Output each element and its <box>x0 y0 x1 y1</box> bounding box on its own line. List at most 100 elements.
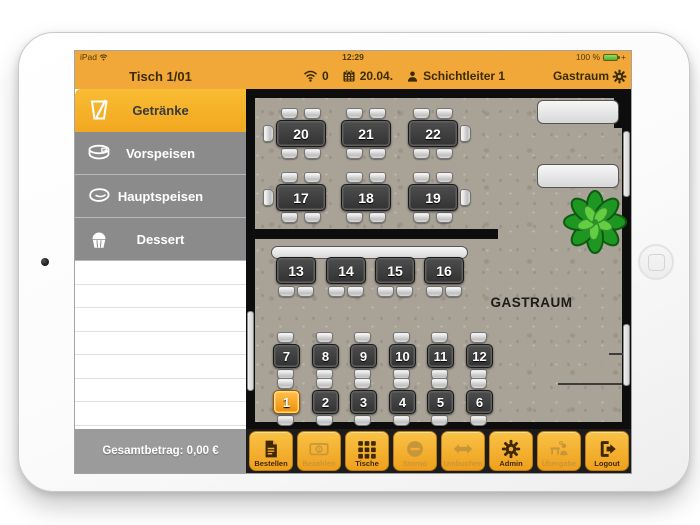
chair-icon <box>316 415 333 426</box>
bezahlen-button[interactable]: 1 Bezahlen <box>297 431 341 471</box>
battery-icon <box>603 53 621 61</box>
user-icon <box>407 71 418 82</box>
total-amount-bar: Gesamtbetrag: 0,00 € <box>75 429 246 473</box>
table-group[interactable]: 1 <box>273 378 300 426</box>
table-11[interactable]: 11 <box>427 344 454 368</box>
user-display[interactable]: Schichtleiter 1 <box>406 69 505 83</box>
wall-left <box>246 89 255 429</box>
sidebar-item-hauptspeisen[interactable]: Hauptspeisen <box>75 175 246 218</box>
table-group[interactable]: 3 <box>350 378 377 426</box>
table-group[interactable]: 6 <box>466 378 493 426</box>
table-group[interactable]: 19 <box>408 172 471 223</box>
sidebar-item-label: Vorspeisen <box>125 145 196 161</box>
table-10[interactable]: 10 <box>389 344 416 368</box>
admin-button[interactable]: Admin <box>489 431 533 471</box>
carrier-label: iPad <box>80 52 98 62</box>
chair-icon <box>413 148 430 159</box>
sidebar-item-dessert[interactable]: Dessert <box>75 218 246 261</box>
chair-icon <box>393 378 410 389</box>
table-group[interactable]: 17 <box>263 172 326 223</box>
table-group[interactable]: 20 <box>263 108 326 159</box>
tische-button[interactable]: Tische <box>345 431 389 471</box>
table-group[interactable]: 15 <box>375 257 415 297</box>
button-label: Bestellen <box>254 459 288 468</box>
transfer-icon <box>453 444 473 454</box>
table-8[interactable]: 8 <box>312 344 339 368</box>
table-20[interactable]: 20 <box>276 120 326 147</box>
table-15[interactable]: 15 <box>375 257 415 284</box>
chair-icon <box>413 172 430 183</box>
room-selector[interactable]: Gastraum <box>553 63 627 89</box>
table-21[interactable]: 21 <box>341 120 391 147</box>
sidebar-item-vorspeisen[interactable]: Vorspeisen <box>75 132 246 175</box>
chair-icon <box>316 332 333 343</box>
order-list-row <box>75 261 246 285</box>
chair-icon <box>281 212 298 223</box>
sidebar-item-getraenke[interactable]: Getränke <box>75 89 246 132</box>
home-button[interactable] <box>638 244 674 280</box>
order-list-row <box>75 355 246 379</box>
table-17[interactable]: 17 <box>276 184 326 211</box>
table-3[interactable]: 3 <box>350 390 377 414</box>
chair-icon <box>369 148 386 159</box>
order-icon <box>265 440 277 458</box>
order-list-row <box>75 285 246 308</box>
table-group[interactable]: 14 <box>326 257 366 297</box>
table-group[interactable]: 10 <box>389 332 416 380</box>
order-list-row <box>75 402 246 426</box>
gear-icon <box>612 69 627 83</box>
table-9[interactable]: 9 <box>350 344 377 368</box>
uebergabe-button[interactable]: Übergabe <box>537 431 581 471</box>
page-title: Tisch 1/01 <box>129 68 192 84</box>
sidebar-item-label: Hauptspeisen <box>117 188 204 204</box>
table-18[interactable]: 18 <box>341 184 391 211</box>
wall-top <box>246 89 631 98</box>
clock: 12:29 <box>342 52 364 62</box>
date-label: 20.04. <box>359 69 394 83</box>
bestellen-button[interactable]: Bestellen <box>249 431 293 471</box>
floorplan: GASTRAUM <box>246 89 631 429</box>
chair-icon <box>460 125 471 142</box>
table-group[interactable]: 4 <box>389 378 416 426</box>
table-22[interactable]: 22 <box>408 120 458 147</box>
chair-icon <box>436 212 453 223</box>
table-2[interactable]: 2 <box>312 390 339 414</box>
chair-icon <box>354 415 371 426</box>
chair-icon <box>297 286 314 297</box>
table-4[interactable]: 4 <box>389 390 416 414</box>
table-group[interactable]: 8 <box>312 332 339 380</box>
table-group[interactable]: 2 <box>312 378 339 426</box>
date-display[interactable]: 20.04. <box>342 69 393 83</box>
door-right-bottom <box>623 324 630 386</box>
table-group[interactable]: 12 <box>466 332 493 380</box>
table-group[interactable]: 7 <box>273 332 300 380</box>
table-5[interactable]: 5 <box>427 390 454 414</box>
umbuchen-button[interactable]: Umbuchen <box>441 431 485 471</box>
table-12[interactable]: 12 <box>466 344 493 368</box>
chair-icon <box>470 415 487 426</box>
header-bar: Tisch 1/01 0 <box>75 63 631 89</box>
chair-icon <box>277 378 294 389</box>
table-6[interactable]: 6 <box>466 390 493 414</box>
app-screen: iPad 12:29 100 % + Tisch 1/01 <box>74 50 632 474</box>
sidebar-item-label: Dessert <box>136 231 185 247</box>
table-19[interactable]: 19 <box>408 184 458 211</box>
table-14[interactable]: 14 <box>326 257 366 284</box>
table-7[interactable]: 7 <box>273 344 300 368</box>
table-group[interactable]: 18 <box>341 172 391 223</box>
handover-icon <box>550 441 568 456</box>
table-group[interactable]: 13 <box>276 257 316 297</box>
table-13[interactable]: 13 <box>276 257 316 284</box>
table-1-selected[interactable]: 1 <box>273 390 300 414</box>
chair-icon <box>431 378 448 389</box>
logout-button[interactable]: Logout <box>585 431 629 471</box>
tables-grid-icon <box>358 441 376 459</box>
table-group[interactable]: 11 <box>427 332 454 380</box>
table-group[interactable]: 22 <box>408 108 471 159</box>
table-group[interactable]: 5 <box>427 378 454 426</box>
table-group[interactable]: 9 <box>350 332 377 380</box>
table-group[interactable]: 16 <box>424 257 464 297</box>
storno-button[interactable]: Storno <box>393 431 437 471</box>
table-group[interactable]: 21 <box>341 108 391 159</box>
table-16[interactable]: 16 <box>424 257 464 284</box>
